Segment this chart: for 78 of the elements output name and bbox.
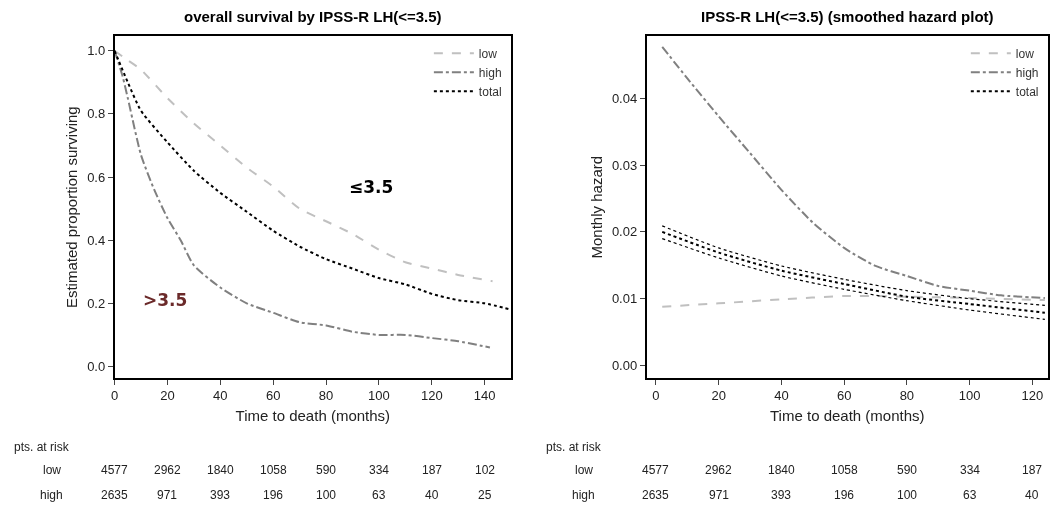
y-tick-label: 0.6 xyxy=(87,169,106,185)
x-tick-label: 60 xyxy=(836,388,852,404)
text: pts. at risk xyxy=(14,440,70,454)
x-axis-title: Time to death (months) xyxy=(235,406,391,424)
legend-label: total xyxy=(478,85,502,100)
text: 2962 xyxy=(154,463,182,477)
text: 196 xyxy=(263,488,284,502)
text: 102 xyxy=(475,463,496,477)
text: 2962 xyxy=(705,463,733,477)
text: 971 xyxy=(157,488,178,502)
text: 334 xyxy=(369,463,390,477)
text: 393 xyxy=(210,488,231,502)
x-tick-label: 140 xyxy=(473,388,496,404)
text: 40 xyxy=(1025,488,1039,502)
legend-label: low xyxy=(1015,47,1035,62)
x-tick-label: 20 xyxy=(711,388,726,404)
x-tick-label: 0 xyxy=(652,388,660,404)
legend-label: low xyxy=(478,47,498,62)
text: 334 xyxy=(960,463,981,477)
annotation: >3.5 xyxy=(143,290,188,310)
text: low xyxy=(43,463,62,477)
x-tick-label: 0 xyxy=(110,388,119,404)
x-tick-label: 80 xyxy=(899,388,915,404)
y-tick-label: 0.2 xyxy=(87,295,106,311)
x-tick-label: 20 xyxy=(160,388,175,404)
line-series xyxy=(661,294,1046,308)
x-tick-label: 40 xyxy=(774,388,789,404)
text: 40 xyxy=(425,488,439,502)
annotation: ≤3.5 xyxy=(349,177,394,197)
text: 1058 xyxy=(831,463,859,477)
x-tick-label: 100 xyxy=(368,388,390,404)
text: low xyxy=(575,463,594,477)
text: 590 xyxy=(316,463,337,477)
text: 4577 xyxy=(642,463,670,477)
line-series xyxy=(661,45,1046,300)
y-tick-label: 0.01 xyxy=(611,291,638,307)
text: 1840 xyxy=(207,463,235,477)
legend-label: high xyxy=(1015,66,1039,81)
text: 196 xyxy=(834,488,855,502)
chart-title: IPSS-R LH(<=3.5) (smoothed hazard plot) xyxy=(701,8,994,25)
text: 187 xyxy=(422,463,443,477)
y-tick-label: 0.03 xyxy=(611,157,638,173)
x-tick-label: 40 xyxy=(213,388,228,404)
y-tick-label: 0.4 xyxy=(87,232,106,248)
text: 2635 xyxy=(101,488,129,502)
x-tick-label: 60 xyxy=(265,388,281,404)
y-tick-label: 0.02 xyxy=(611,224,638,240)
text: 63 xyxy=(372,488,386,502)
y-tick-label: 1.0 xyxy=(87,43,106,59)
legend-label: high xyxy=(478,66,502,81)
text: 1840 xyxy=(768,463,796,477)
y-tick-label: 0.0 xyxy=(87,359,106,375)
text: 100 xyxy=(897,488,918,502)
x-tick-label: 120 xyxy=(1021,388,1044,404)
text: 393 xyxy=(771,488,792,502)
y-tick-label: 0.04 xyxy=(611,90,638,106)
y-tick-label: 0.00 xyxy=(611,358,638,373)
y-axis-title: Monthly hazard xyxy=(587,155,605,259)
text: 63 xyxy=(963,488,977,502)
x-tick-label: 100 xyxy=(958,388,981,404)
x-tick-label: 80 xyxy=(318,388,334,404)
text: 971 xyxy=(709,488,730,502)
text: 100 xyxy=(316,488,337,502)
chart-title: overall survival by IPSS-R LH(<=3.5) xyxy=(184,8,442,25)
text: 590 xyxy=(897,463,918,477)
text: 25 xyxy=(478,488,492,502)
legend-label: total xyxy=(1015,85,1039,100)
y-axis-title: Estimated proportion surviving xyxy=(62,106,80,309)
text: high xyxy=(40,488,63,502)
text: high xyxy=(572,488,595,502)
text: pts. at risk xyxy=(546,440,602,454)
x-tick-label: 120 xyxy=(420,388,443,404)
y-tick-label: 0.8 xyxy=(87,106,106,122)
text: 2635 xyxy=(642,488,670,502)
text: 187 xyxy=(1022,463,1043,477)
x-axis-title: Time to death (months) xyxy=(770,406,925,424)
text: 1058 xyxy=(260,463,288,477)
text: 4577 xyxy=(101,463,129,477)
